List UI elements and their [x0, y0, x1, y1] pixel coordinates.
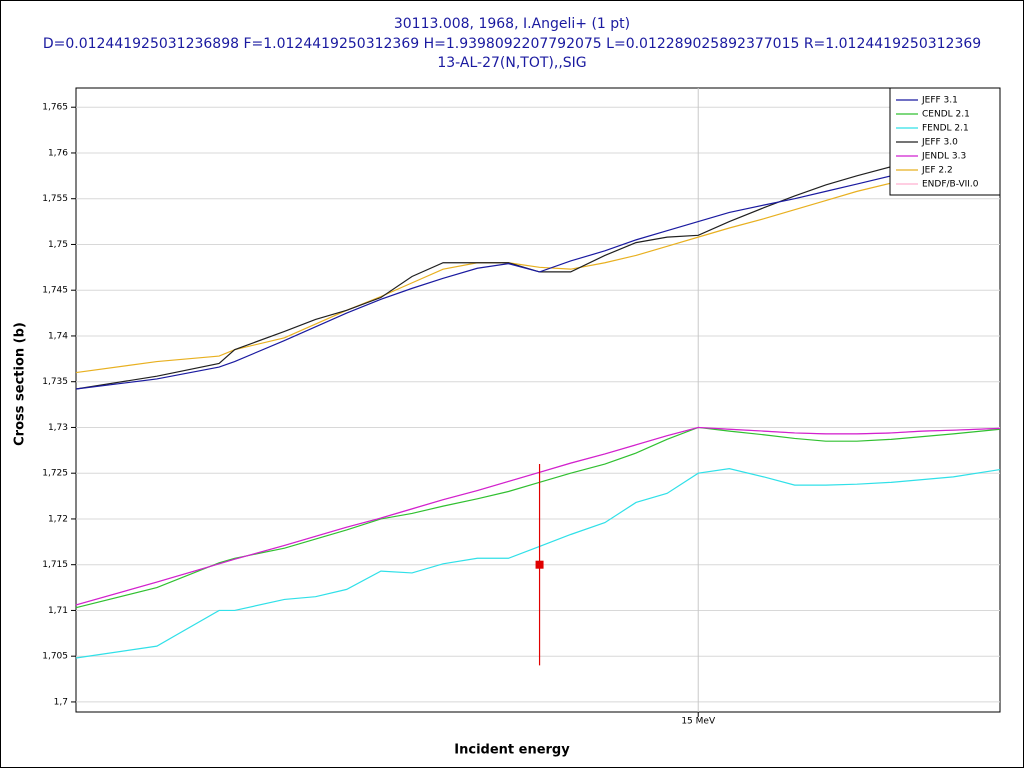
chart-subtitle: D=0.012441925031236898 F=1.0124419250312…	[43, 36, 981, 52]
x-axis-label: Incident energy	[454, 743, 570, 758]
y-tick-label: 1,76	[48, 148, 68, 158]
y-tick-label: 1,75	[48, 240, 68, 250]
y-axis-label: Cross section (b)	[13, 322, 28, 446]
y-tick-label: 1,71	[48, 606, 68, 616]
y-tick-label: 1,715	[42, 560, 68, 570]
series-line	[75, 147, 1001, 390]
legend-label: JEF 2.2	[921, 166, 953, 176]
y-tick-label: 1,765	[42, 103, 68, 113]
series-line	[75, 150, 1001, 390]
y-tick-label: 1,755	[42, 194, 68, 204]
y-tick-label: 1,735	[42, 377, 68, 387]
x-tick-label: 15 MeV	[681, 717, 716, 727]
y-tick-label: 1,745	[42, 286, 68, 296]
legend-label: JENDL 3.3	[921, 152, 966, 162]
legend-label: JEFF 3.1	[921, 96, 958, 106]
series-line	[75, 426, 1001, 606]
legend-label: JEFF 3.0	[921, 138, 958, 148]
legend-label: ENDF/B-VII.0	[922, 180, 979, 190]
y-tick-label: 1,7	[54, 697, 68, 707]
y-tick-label: 1,73	[48, 423, 68, 433]
series-line	[75, 468, 1001, 659]
y-tick-label: 1,72	[48, 514, 68, 524]
chart-reaction: 13-AL-27(N,TOT),,SIG	[437, 55, 586, 71]
legend-label: FENDL 2.1	[922, 124, 969, 134]
y-tick-label: 1,74	[48, 331, 68, 341]
plot-area	[75, 87, 1001, 713]
chart-title: 30113.008, 1968, I.Angeli+ (1 pt)	[394, 16, 630, 32]
data-point	[535, 560, 544, 569]
y-tick-label: 1,705	[42, 652, 68, 662]
series-line	[75, 159, 1001, 374]
y-tick-label: 1,725	[42, 469, 68, 479]
legend-label: CENDL 2.1	[922, 110, 970, 120]
series-line	[75, 426, 1001, 609]
